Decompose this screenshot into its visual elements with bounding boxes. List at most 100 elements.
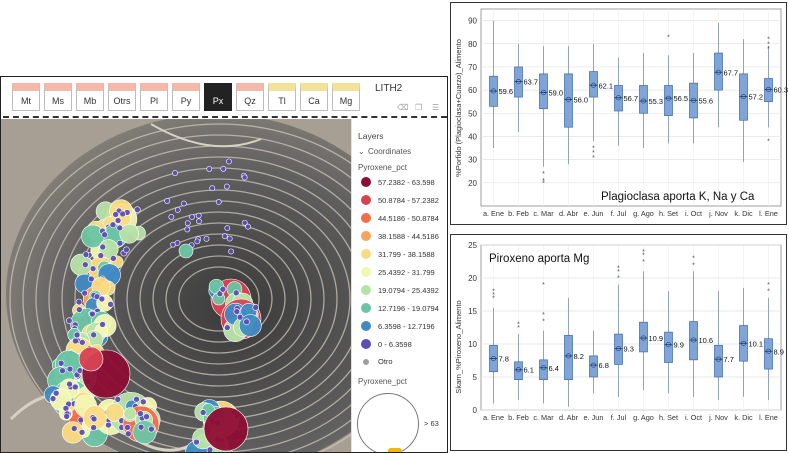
sample-bubble[interactable] [90,415,98,423]
sample-bubble[interactable] [137,423,145,431]
sample-bubble[interactable] [109,221,117,229]
sample-bubble[interactable] [72,337,79,345]
sample-bubble[interactable] [124,430,132,438]
sample-bubble[interactable] [82,261,89,268]
map-canvas[interactable] [1,119,351,453]
sample-bubble[interactable] [219,285,227,293]
sample-bubble[interactable] [114,396,122,403]
sample-bubble[interactable] [57,359,65,367]
sample-bubble[interactable] [76,306,83,313]
sample-bubble[interactable] [184,220,191,227]
sample-bubble[interactable] [105,403,125,422]
sample-bubble[interactable] [99,243,107,251]
sample-bubble[interactable] [215,199,222,205]
sample-bubble[interactable] [220,165,227,172]
sample-bubble[interactable] [87,275,95,283]
sample-bubble[interactable] [228,248,235,255]
sample-bubbles[interactable] [43,158,262,453]
sample-bubble[interactable] [116,224,124,232]
sample-bubble[interactable] [79,339,86,346]
sample-bubble[interactable] [59,367,66,375]
sample-bubble[interactable] [196,218,202,225]
sample-bubble[interactable] [89,265,97,272]
sample-bubble[interactable] [65,317,73,324]
sample-bubble[interactable] [241,219,248,226]
sample-bubble[interactable] [52,389,60,397]
sample-bubble[interactable] [98,295,106,303]
sample-bubble[interactable] [206,446,214,453]
sample-bubble[interactable] [99,321,106,328]
sample-bubble[interactable] [178,243,194,259]
tab-qz[interactable]: Qz [236,83,264,111]
tab-px[interactable]: Px [204,83,232,111]
sample-bubble[interactable] [82,251,90,258]
sample-bubble[interactable] [199,409,207,416]
sample-bubble[interactable] [184,226,191,233]
sample-bubble[interactable] [168,214,175,220]
sample-bubble[interactable] [193,438,200,446]
sample-bubble[interactable] [90,424,97,431]
sample-bubble[interactable] [206,166,213,172]
sample-bubble[interactable] [72,383,79,391]
sample-bubble[interactable] [232,289,240,297]
sample-bubble[interactable] [216,290,224,298]
sample-bubble[interactable] [101,231,108,239]
sample-bubble[interactable] [62,405,70,412]
tab-py[interactable]: Py [172,83,200,111]
tab-ms[interactable]: Ms [44,83,72,111]
layer-coordinates[interactable]: Coordinates [368,147,412,156]
sample-bubble[interactable] [236,313,244,321]
tab-mt[interactable]: Mt [12,83,40,111]
sample-bubble[interactable] [174,207,181,213]
copy-icon[interactable]: ❐ [415,103,423,112]
sample-bubble[interactable] [90,331,97,339]
sample-bubble[interactable] [143,413,150,420]
sample-bubble[interactable] [224,225,231,232]
tab-mb[interactable]: Mb [76,83,104,111]
sample-bubble[interactable] [243,318,250,326]
sample-bubble[interactable] [123,246,130,254]
sample-bubble[interactable] [78,428,86,436]
sample-bubble[interactable] [66,380,73,388]
sample-bubble[interactable] [123,407,137,421]
sample-bubble[interactable] [181,200,187,207]
sample-bubble[interactable] [189,214,195,220]
sample-bubble[interactable] [221,233,228,240]
sample-bubble[interactable] [75,298,83,306]
sample-bubble[interactable] [114,217,122,224]
tab-otrs[interactable]: Otrs [108,83,136,111]
sample-bubble[interactable] [174,240,181,246]
sample-bubble[interactable] [119,223,140,244]
sample-bubble[interactable] [139,398,147,406]
sample-bubble[interactable] [63,413,70,420]
sample-bubble[interactable] [203,235,210,242]
sample-bubble[interactable] [252,304,260,311]
sample-bubble[interactable] [233,308,241,315]
tab-tl[interactable]: Tl [268,83,296,111]
sample-bubble[interactable] [194,238,201,245]
sample-bubble[interactable] [226,235,233,242]
menu-icon[interactable]: ☰ [432,103,440,112]
sample-bubble[interactable] [116,239,124,247]
sample-bubble[interactable] [226,158,232,165]
sample-bubble[interactable] [172,170,178,176]
sample-bubble[interactable] [89,310,96,318]
sample-bubble[interactable] [203,406,249,452]
sample-bubble[interactable] [78,346,104,372]
sample-bubble[interactable] [148,425,155,433]
sample-bubble[interactable] [195,212,202,219]
sample-bubble[interactable] [112,211,119,218]
sample-bubble[interactable] [209,185,216,192]
tab-mg[interactable]: Mg [332,83,360,111]
sample-bubble[interactable] [97,252,105,259]
sample-bubble[interactable] [133,395,140,403]
sample-bubble[interactable] [73,331,81,339]
sample-bubble[interactable] [124,423,131,431]
sample-bubble[interactable] [110,255,117,262]
sample-bubble[interactable] [245,223,251,230]
tab-pl[interactable]: Pl [140,83,168,111]
sample-bubble[interactable] [81,289,89,297]
sample-bubble[interactable] [164,198,171,204]
sample-bubble[interactable] [66,365,74,373]
sample-bubble[interactable] [70,425,78,432]
